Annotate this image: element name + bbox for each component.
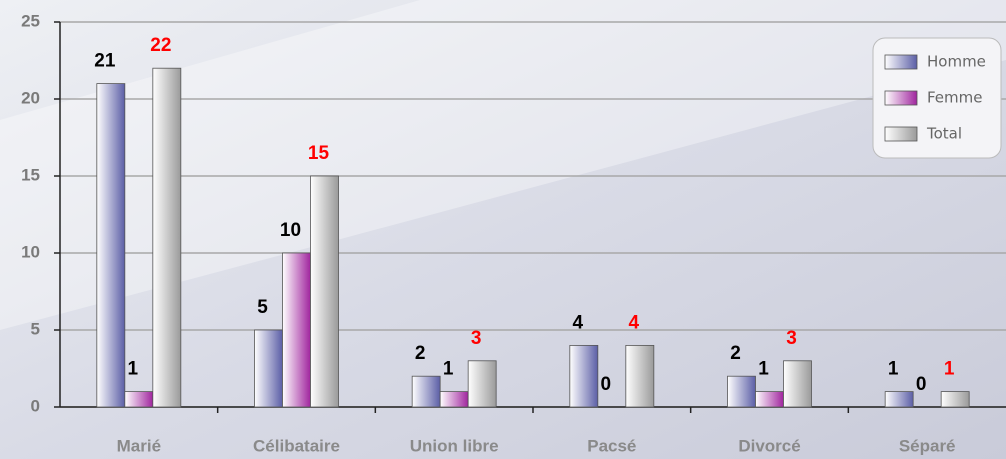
value-label: 21 [94,51,116,72]
value-label: 0 [916,374,927,395]
x-tick-label: Marié [117,436,161,455]
y-tick-label: 20 [21,88,40,107]
legend-swatch [884,54,918,70]
value-label: 22 [150,35,171,56]
x-tick-label: Séparé [899,436,956,455]
bar [940,391,970,408]
y-tick-label: 0 [31,396,40,415]
bar [783,360,812,408]
y-tick-label: 5 [31,319,40,338]
value-label: 4 [629,312,640,333]
y-tick-label: 15 [21,165,40,184]
value-label: 3 [786,328,797,349]
value-label: 1 [888,359,899,380]
bar [467,360,497,408]
bar [569,344,599,408]
value-label: 1 [443,359,454,380]
value-label: 3 [471,328,482,349]
value-label: 15 [308,143,330,164]
bar [884,391,914,408]
x-tick-label: Célibataire [253,436,340,455]
background-shape [0,0,1006,330]
y-tick-label: 25 [21,11,40,30]
value-label: 2 [730,343,741,364]
value-label: 2 [415,343,426,364]
legend-label: Femme [927,89,983,107]
bar [439,391,469,408]
bar [282,252,311,408]
bar [124,391,154,408]
bar [310,175,339,408]
value-label: 1 [758,359,769,380]
value-label: 4 [573,312,584,333]
bar [96,83,126,408]
value-label: 10 [280,220,301,241]
bar [254,329,283,408]
value-label: 0 [601,374,612,395]
x-tick-label: Union libre [410,436,499,455]
bar [152,67,182,408]
bar [411,375,441,408]
legend-label: Homme [927,53,986,71]
bar [755,391,784,408]
x-tick-label: Pacsé [587,436,636,455]
y-tick-label: 10 [21,242,40,261]
x-tick-label: Divorcé [738,436,800,455]
value-label: 1 [944,359,955,380]
value-label: 1 [128,359,139,380]
bar [625,344,655,408]
bar [727,375,756,408]
legend-swatch [884,90,918,106]
legend-swatch [884,126,918,142]
legend-label: Total [926,125,962,143]
value-label: 5 [257,297,268,318]
